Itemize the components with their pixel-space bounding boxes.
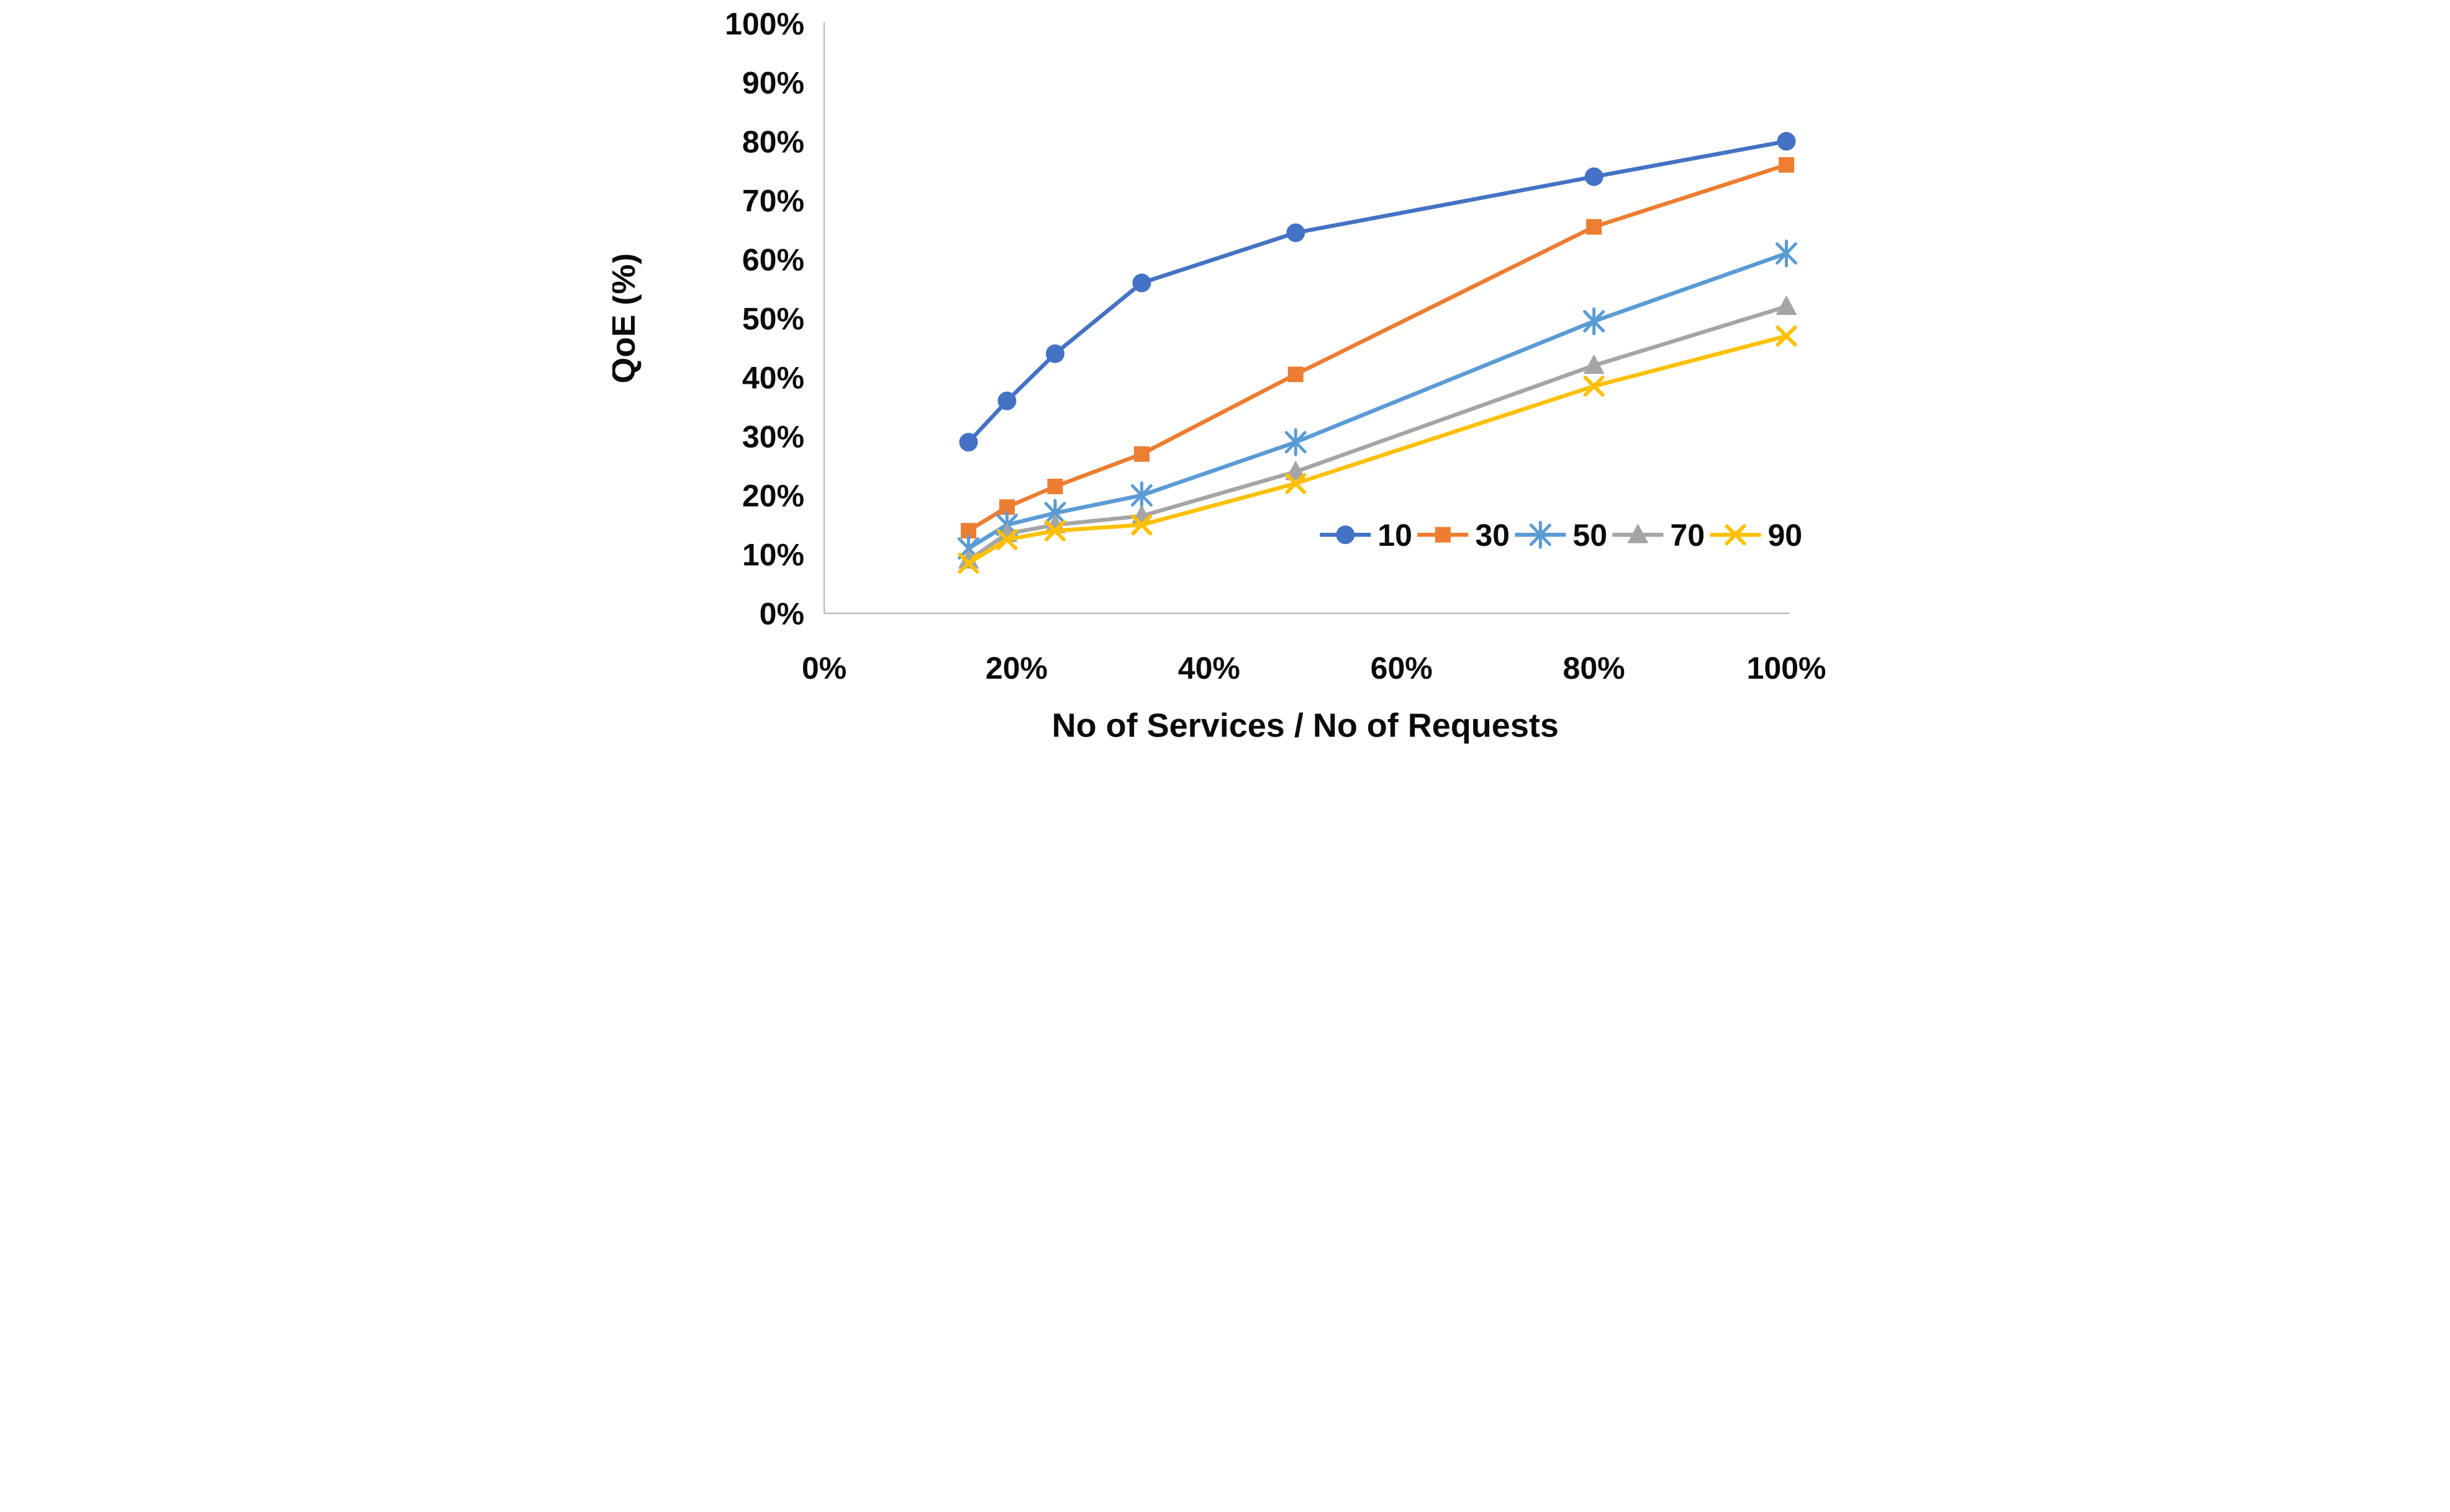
legend-item-10: 10 — [1320, 518, 1412, 553]
x-marker — [1285, 473, 1307, 494]
triangle-marker — [1044, 514, 1066, 533]
legend-label: 70 — [1670, 518, 1705, 553]
circle-marker — [1584, 167, 1604, 186]
x-marker — [1131, 514, 1153, 536]
chart-canvas: 0% 10% 20% 30% 40% 50% 60% 70% 80% 90% 100% 0% 20% 40… — [612, 7, 1826, 745]
x-marker — [1583, 375, 1605, 397]
y-tick-label: 70% — [742, 184, 804, 219]
square-marker — [1133, 446, 1150, 462]
legend-item-70: 70 — [1612, 518, 1705, 553]
circle-marker — [959, 433, 978, 452]
x-marker — [996, 528, 1018, 550]
triangle-marker — [1776, 295, 1797, 315]
legend-item-90: 90 — [1710, 518, 1802, 553]
asterisk-marker — [1583, 307, 1605, 335]
legend-asterisk-marker — [1529, 520, 1551, 549]
square-marker — [1287, 366, 1304, 383]
legend-item-30: 30 — [1417, 518, 1510, 553]
series-layer — [957, 132, 1797, 574]
legend-circle-marker — [1336, 525, 1355, 545]
series-50 — [957, 239, 1797, 563]
legend-label: 50 — [1572, 518, 1607, 553]
y-axis-title: QoE (%) — [612, 253, 642, 384]
series-line-10 — [966, 139, 1789, 445]
asterisk-marker — [1775, 239, 1797, 268]
square-marker — [1047, 478, 1063, 494]
y-tick-label: 10% — [742, 538, 804, 573]
asterisk-marker — [1284, 428, 1307, 456]
legend-square-marker — [1435, 527, 1451, 543]
legend: 10 30 50 70 90 — [1320, 518, 1802, 553]
series-30 — [960, 157, 1794, 539]
y-tick-label: 90% — [742, 66, 804, 101]
legend-label: 10 — [1377, 518, 1412, 553]
qoe-line-chart: 0% 10% 20% 30% 40% 50% 60% 70% 80% 90% 100% 0% 20% 40… — [612, 0, 1838, 756]
square-marker — [1586, 219, 1602, 235]
circle-marker — [1132, 273, 1151, 292]
circle-marker — [1286, 223, 1305, 242]
y-tick-label: 80% — [742, 125, 804, 160]
circle-marker — [997, 391, 1017, 410]
x-marker — [1044, 520, 1066, 541]
series-10 — [959, 132, 1796, 452]
x-axis-title: No of Services / No of Requests — [1052, 707, 1559, 744]
circle-marker — [1045, 344, 1064, 363]
x-tick-label: 60% — [1371, 651, 1433, 686]
triangle-marker — [958, 549, 979, 569]
legend-label: 90 — [1767, 518, 1802, 553]
x-tick-label: 0% — [802, 651, 846, 686]
x-marker — [958, 552, 979, 574]
asterisk-marker — [1130, 481, 1153, 510]
series-line-50 — [966, 251, 1789, 551]
triangle-marker — [1583, 354, 1605, 374]
y-tick-label: 30% — [742, 420, 804, 455]
series-90 — [958, 325, 1797, 574]
legend-triangle-marker — [1627, 523, 1649, 543]
legend-item-50: 50 — [1515, 518, 1607, 553]
x-tick-label: 40% — [1178, 651, 1240, 686]
y-tick-label: 0% — [760, 597, 804, 632]
square-marker — [1778, 157, 1794, 173]
y-tick-label: 50% — [742, 302, 804, 337]
axes: 0% 10% 20% 30% 40% 50% 60% 70% 80% 90% 100% 0% 20% 40… — [725, 7, 1826, 686]
x-marker — [1776, 325, 1797, 347]
circle-marker — [1777, 132, 1796, 151]
series-line-30 — [966, 163, 1789, 533]
y-tick-label: 20% — [742, 479, 804, 514]
y-tick-label: 40% — [742, 361, 804, 396]
legend-label: 30 — [1475, 518, 1510, 553]
legend-x-marker — [1725, 524, 1746, 546]
triangle-marker — [1285, 460, 1307, 481]
y-tick-label: 60% — [742, 243, 804, 278]
x-tick-label: 80% — [1563, 651, 1625, 686]
x-tick-label: 20% — [986, 651, 1048, 686]
x-tick-label: 100% — [1747, 651, 1826, 686]
y-tick-label: 100% — [725, 7, 804, 42]
